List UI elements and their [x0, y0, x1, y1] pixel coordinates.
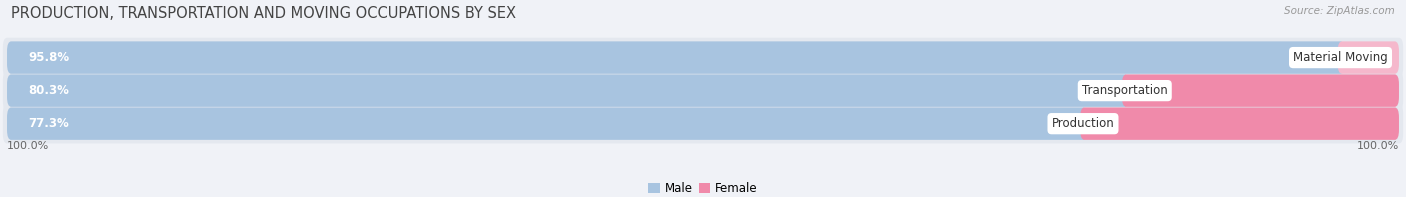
- Text: 77.3%: 77.3%: [28, 117, 69, 130]
- Text: Material Moving: Material Moving: [1294, 51, 1388, 64]
- Text: 100.0%: 100.0%: [1357, 141, 1399, 151]
- Text: PRODUCTION, TRANSPORTATION AND MOVING OCCUPATIONS BY SEX: PRODUCTION, TRANSPORTATION AND MOVING OC…: [11, 6, 516, 21]
- FancyBboxPatch shape: [3, 104, 1403, 143]
- Text: 95.8%: 95.8%: [28, 51, 69, 64]
- Text: 80.3%: 80.3%: [28, 84, 69, 97]
- FancyBboxPatch shape: [7, 108, 1087, 140]
- FancyBboxPatch shape: [1122, 74, 1399, 107]
- FancyBboxPatch shape: [1337, 41, 1399, 74]
- FancyBboxPatch shape: [7, 41, 1344, 74]
- FancyBboxPatch shape: [3, 38, 1403, 77]
- Text: 100.0%: 100.0%: [7, 141, 49, 151]
- Text: Source: ZipAtlas.com: Source: ZipAtlas.com: [1284, 6, 1395, 16]
- FancyBboxPatch shape: [3, 71, 1403, 111]
- Text: Production: Production: [1052, 117, 1115, 130]
- Text: Transportation: Transportation: [1081, 84, 1167, 97]
- Legend: Male, Female: Male, Female: [644, 177, 762, 197]
- FancyBboxPatch shape: [1080, 108, 1399, 140]
- FancyBboxPatch shape: [7, 74, 1129, 107]
